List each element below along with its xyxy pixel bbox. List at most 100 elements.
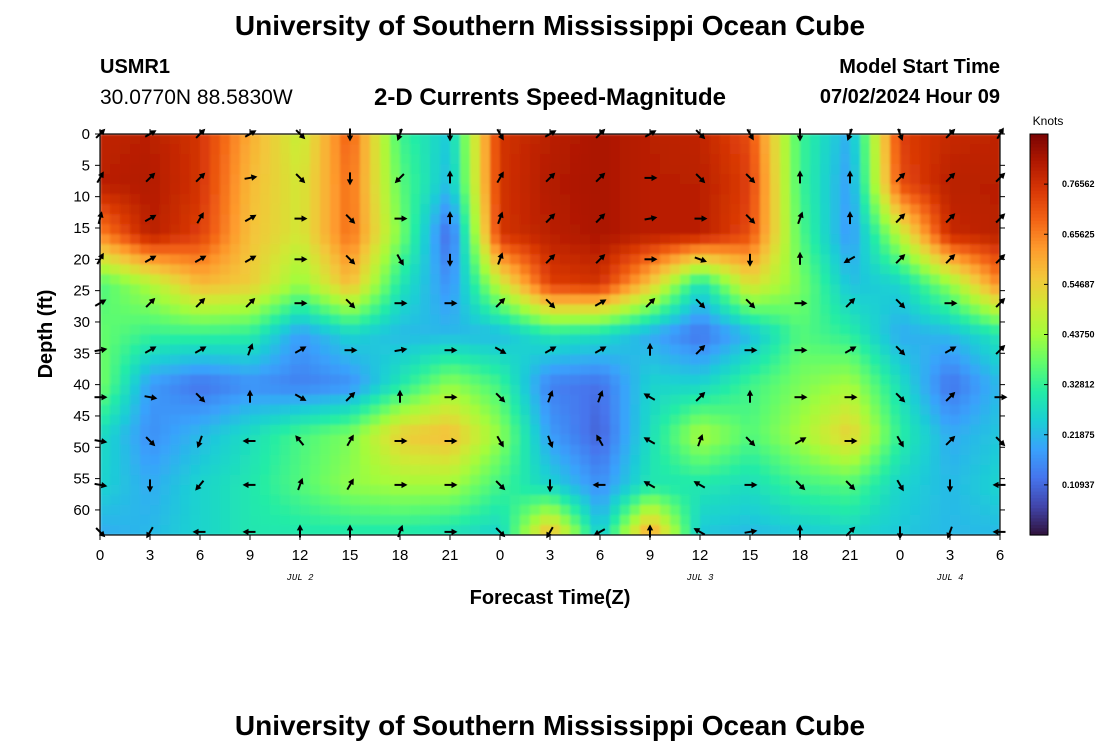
- heatmap-cell: [340, 514, 351, 526]
- heatmap-cell: [550, 344, 561, 356]
- heatmap-cell: [730, 414, 741, 426]
- heatmap-cell: [160, 224, 171, 235]
- heatmap-cell: [650, 524, 661, 535]
- heatmap-cell: [660, 274, 671, 285]
- heatmap-cell: [270, 364, 281, 376]
- heatmap-cell: [350, 134, 361, 145]
- heatmap-cell: [290, 294, 301, 306]
- heatmap-cell: [970, 134, 981, 145]
- current-vector: [895, 345, 906, 356]
- heatmap-cell: [730, 344, 741, 356]
- heatmap-cell: [960, 454, 971, 466]
- heatmap-cell: [530, 384, 541, 396]
- heatmap-cell: [880, 464, 891, 476]
- heatmap-cell: [260, 514, 271, 526]
- colorbar-segment: [1030, 281, 1048, 285]
- heatmap-cell: [140, 504, 151, 516]
- heatmap-cell: [480, 504, 491, 516]
- heatmap-cell: [660, 494, 671, 506]
- heatmap-cell: [160, 154, 171, 165]
- heatmap-cell: [860, 344, 871, 356]
- heatmap-cell: [280, 234, 291, 245]
- heatmap-cell: [740, 184, 751, 195]
- heatmap-cell: [610, 264, 621, 275]
- heatmap-cell: [670, 284, 681, 296]
- heatmap-cell: [790, 294, 801, 306]
- heatmap-cell: [260, 204, 271, 215]
- heatmap-cell: [560, 224, 571, 235]
- heatmap-cell: [830, 174, 841, 185]
- heatmap-cell: [880, 294, 891, 306]
- heatmap-cell: [630, 264, 641, 275]
- heatmap-cell: [910, 144, 921, 155]
- heatmap-cell: [650, 134, 661, 145]
- heatmap-cell: [490, 264, 501, 275]
- heatmap-cell: [860, 474, 871, 486]
- heatmap-cell: [740, 404, 751, 416]
- heatmap-cell: [730, 454, 741, 466]
- heatmap-cell: [370, 404, 381, 416]
- heatmap-cell: [560, 334, 571, 346]
- heatmap-cell: [450, 404, 461, 416]
- heatmap-cell: [740, 224, 751, 235]
- heatmap-cell: [680, 194, 691, 205]
- heatmap-cell: [670, 214, 681, 225]
- heatmap-cell: [900, 414, 911, 426]
- heatmap-cell: [230, 394, 241, 406]
- current-vector: [195, 392, 206, 403]
- heatmap-cell: [960, 244, 971, 255]
- heatmap-cell: [190, 344, 201, 356]
- heatmap-cell: [320, 514, 331, 526]
- heatmap-cell: [770, 164, 781, 175]
- heatmap-cell: [390, 464, 401, 476]
- current-vector: [144, 394, 158, 401]
- heatmap-cell: [650, 404, 661, 416]
- heatmap-cell: [570, 524, 581, 535]
- heatmap-cell: [820, 184, 831, 195]
- heatmap-cell: [620, 274, 631, 285]
- heatmap-cell: [400, 294, 411, 306]
- heatmap-cell: [140, 434, 151, 446]
- heatmap-cell: [150, 324, 161, 336]
- heatmap-cell: [420, 514, 431, 526]
- heatmap-cell: [390, 284, 401, 296]
- heatmap-cell: [300, 354, 311, 366]
- heatmap-cell: [560, 444, 571, 456]
- heatmap-cell: [690, 184, 701, 195]
- heatmap-cell: [460, 354, 471, 366]
- heatmap-cell: [920, 184, 931, 195]
- heatmap-cell: [930, 394, 941, 406]
- heatmap-cell: [450, 484, 461, 496]
- heatmap-cell: [860, 514, 871, 526]
- heatmap-cell: [850, 204, 861, 215]
- heatmap-cell: [760, 234, 771, 245]
- heatmap-cell: [610, 234, 621, 245]
- heatmap-cell: [510, 454, 521, 466]
- heatmap-cell: [880, 284, 891, 296]
- heatmap-cell: [260, 404, 271, 416]
- heatmap-cell: [450, 134, 461, 145]
- heatmap-cell: [500, 174, 511, 185]
- heatmap-cell: [830, 484, 841, 496]
- heatmap-cell: [580, 404, 591, 416]
- heatmap-cell: [260, 374, 271, 386]
- heatmap-cell: [440, 274, 451, 285]
- heatmap-cell: [700, 514, 711, 526]
- heatmap-cell: [210, 454, 221, 466]
- heatmap-cell: [770, 204, 781, 215]
- heatmap-cell: [670, 494, 681, 506]
- heatmap-cell: [690, 334, 701, 346]
- heatmap-cell: [480, 394, 491, 406]
- heatmap-cell: [830, 324, 841, 336]
- heatmap-cell: [220, 314, 231, 326]
- heatmap-cell: [660, 384, 671, 396]
- heatmap-cell: [100, 444, 111, 456]
- y-tick-label: 35: [73, 345, 90, 362]
- heatmap-cell: [510, 404, 521, 416]
- heatmap-cell: [550, 304, 561, 316]
- heatmap-cell: [200, 254, 211, 265]
- heatmap-cell: [760, 134, 771, 145]
- heatmap-cell: [610, 174, 621, 185]
- heatmap-cell: [130, 424, 141, 436]
